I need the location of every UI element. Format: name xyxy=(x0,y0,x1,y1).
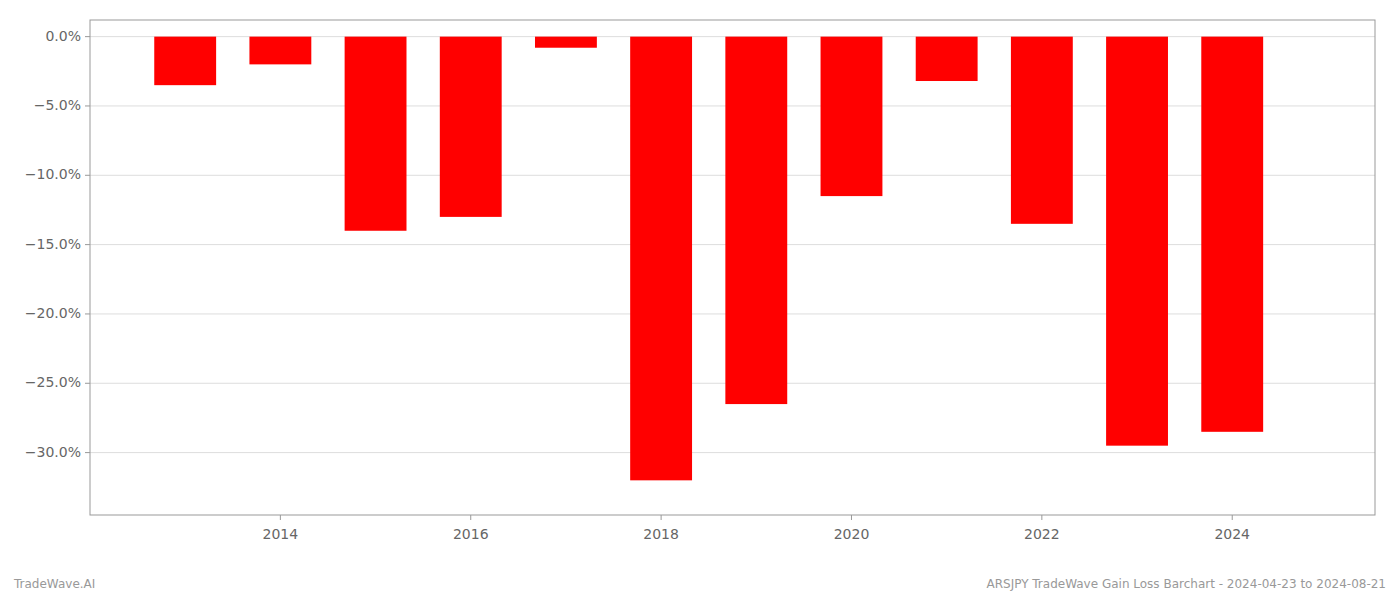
y-tick xyxy=(85,452,90,453)
y-tick xyxy=(85,383,90,384)
y-tick-label: 0.0% xyxy=(45,28,81,44)
y-tick-label: −20.0% xyxy=(25,305,81,321)
y-tick-label: −30.0% xyxy=(25,444,81,460)
x-tick xyxy=(1041,515,1042,520)
bar xyxy=(154,37,216,86)
x-tick-label: 2024 xyxy=(1214,526,1250,542)
x-tick xyxy=(280,515,281,520)
x-tick-label: 2022 xyxy=(1024,526,1060,542)
bar xyxy=(725,37,787,404)
y-tick xyxy=(85,105,90,106)
y-tick-label: −25.0% xyxy=(25,374,81,390)
bar xyxy=(1201,37,1263,432)
bar xyxy=(630,37,692,481)
bar xyxy=(1011,37,1073,224)
bar xyxy=(916,37,978,81)
footer-left: TradeWave.AI xyxy=(13,577,95,591)
y-tick xyxy=(85,36,90,37)
x-tick-label: 2018 xyxy=(643,526,679,542)
plot-frame xyxy=(90,20,1375,515)
y-tick xyxy=(85,313,90,314)
y-tick-label: −15.0% xyxy=(25,236,81,252)
bar xyxy=(249,37,311,65)
chart: 0.0% −5.0% −10.0% −15.0% −20.0% −25.0% −30.0% 2… xyxy=(0,0,1400,600)
bar xyxy=(345,37,407,231)
x-tick-label: 2020 xyxy=(834,526,870,542)
bar xyxy=(440,37,502,217)
bar xyxy=(821,37,883,196)
bars xyxy=(154,37,1263,481)
x-tick xyxy=(851,515,852,520)
grid xyxy=(90,37,1375,453)
x-tick xyxy=(1232,515,1233,520)
bar xyxy=(1106,37,1168,446)
footer-right: ARSJPY TradeWave Gain Loss Barchart - 20… xyxy=(986,577,1386,591)
x-tick-label: 2016 xyxy=(453,526,489,542)
grid-line xyxy=(90,452,1375,453)
y-tick-label: −10.0% xyxy=(25,166,81,182)
y-tick-label: −5.0% xyxy=(34,97,81,113)
y-tick xyxy=(85,244,90,245)
bar xyxy=(535,37,597,48)
x-tick xyxy=(661,515,662,520)
y-tick xyxy=(85,175,90,176)
x-tick xyxy=(470,515,471,520)
x-tick-label: 2014 xyxy=(263,526,299,542)
